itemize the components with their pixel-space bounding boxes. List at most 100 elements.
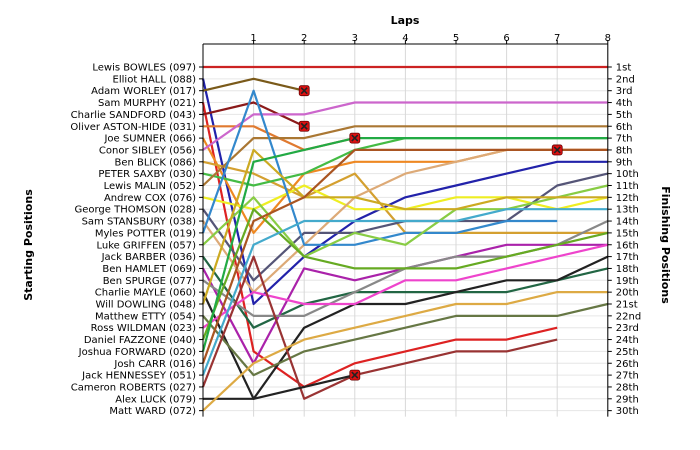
finishing-position-label: 30th [616, 406, 639, 417]
grid [203, 44, 609, 417]
starting-position-label: Lewis BOWLES (097) [92, 63, 196, 74]
starting-position-label: Ben SPURGE (077) [103, 276, 196, 287]
finishing-position-label: 13th [616, 205, 639, 216]
axes [199, 40, 612, 417]
retirement-markers [298, 85, 563, 381]
starting-position-label: Sam STANSBURY (038) [82, 217, 197, 228]
series-line-22 [202, 243, 609, 329]
starting-position-label: Daniel FAZZONE (040) [84, 335, 196, 346]
starting-position-label: Joe SUMNER (066) [103, 134, 196, 145]
starting-position-label: Sam MURPHY (021) [98, 98, 196, 109]
x-tick-label: 3 [352, 33, 358, 44]
starting-position-label: Jack HENNESSEY (051) [81, 371, 196, 382]
finishing-position-label: 3rd [616, 86, 633, 97]
x-tick-label: 8 [605, 33, 611, 44]
starting-position-label: Lewis MALIN (052) [104, 181, 197, 192]
finishing-position-label: 29th [616, 394, 639, 405]
starting-position-label: Matt WARD (072) [109, 406, 196, 417]
starting-position-label: Adam WORLEY (017) [91, 86, 196, 97]
finishing-position-label: 4th [616, 98, 633, 109]
finishing-position-label: 5th [616, 110, 633, 121]
finishing-position-label: 19th [616, 276, 639, 287]
starting-position-label: Ben BLICK (086) [114, 157, 196, 168]
finishing-position-label: 2nd [616, 74, 635, 85]
series-line-23 [201, 208, 609, 340]
retired-marker-icon [298, 120, 310, 132]
series-line-7 [202, 101, 608, 151]
finishing-position-label: 22nd [616, 311, 641, 322]
series-line-3 [201, 102, 558, 388]
x-tick-label: 5 [453, 33, 459, 44]
finishing-position-label: 18th [616, 264, 639, 275]
finishing-position-label: 28th [616, 382, 639, 393]
starting-position-label: Josh CARR (016) [113, 359, 196, 370]
retired-marker-icon [551, 144, 563, 156]
finishing-position-label: 15th [616, 228, 639, 239]
x-tick-label: 7 [554, 33, 560, 44]
starting-position-label: Charlie SANDFORD (043) [71, 110, 196, 121]
finishing-position-label: 17th [616, 252, 639, 263]
series-line-16 [202, 255, 609, 329]
starting-position-label: PETER SAXBY (030) [98, 169, 196, 180]
starting-position-label: Cameron ROBERTS (027) [71, 382, 196, 393]
finishing-position-label: 10th [616, 169, 639, 180]
finishing-position-label: 1st [616, 63, 632, 74]
finishing-position-label: 12th [616, 193, 639, 204]
starting-position-label: Conor SIBLEY (056) [99, 145, 196, 156]
finishing-position-label: 14th [616, 217, 639, 228]
finishing-position-label: 24th [616, 335, 639, 346]
series-line-19 [202, 255, 609, 400]
finishing-position-label: 21st [616, 300, 638, 311]
series-line-27 [201, 255, 558, 400]
finishing-position-label: 9th [616, 157, 633, 168]
series-line-4 [202, 101, 305, 128]
finishing-position-label: 16th [616, 240, 639, 251]
starting-position-label: Will DOWLING (048) [96, 300, 197, 311]
starting-position-label: Alex LUCK (079) [115, 394, 196, 405]
finishing-position-label: 6th [616, 122, 633, 133]
y-axis-title-right: Finishing Positions [659, 186, 672, 304]
series-line-26 [201, 208, 608, 376]
series-line-24 [201, 137, 608, 352]
starting-position-label: Andrew COX (076) [104, 193, 196, 204]
series-line-1 [201, 78, 608, 306]
finishing-position-label: 8th [616, 145, 633, 156]
finishing-position-label: 23rd [616, 323, 639, 334]
retired-marker-icon [298, 85, 310, 97]
series-line-29 [202, 291, 608, 412]
starting-position-label: Ross WILDMAN (023) [91, 323, 196, 334]
starting-position-label: Elliot HALL (088) [113, 74, 197, 85]
starting-position-label: Luke GRIFFEN (057) [96, 240, 196, 251]
x-axis-title: Laps [391, 14, 420, 27]
x-tick-label: 6 [503, 33, 509, 44]
starting-position-label: Jack BARBER (036) [101, 252, 196, 263]
series-line-28 [203, 374, 356, 400]
finishing-position-label: 11th [616, 181, 639, 192]
finishing-position-label: 25th [616, 347, 639, 358]
x-tick-label: 1 [250, 33, 256, 44]
labels: 1 2 3 4 5 6 7 8 Lewis BOWLES (097)Elliot HALL (0… [70, 33, 641, 417]
series-line-25 [201, 148, 608, 364]
series-line-2 [202, 77, 305, 92]
series-line-10 [202, 125, 608, 187]
series-line-13 [202, 148, 558, 294]
series-line-20 [201, 148, 608, 305]
x-tick-label: 4 [402, 33, 408, 44]
finishing-position-label: 20th [616, 288, 639, 299]
starting-position-label: Ben HAMLET (069) [102, 264, 196, 275]
finishing-position-label: 27th [616, 371, 639, 382]
starting-position-label: Myles POTTER (019) [95, 228, 196, 239]
finishing-position-label: 7th [616, 134, 633, 145]
series-line-15 [202, 184, 609, 258]
retired-marker-icon [349, 132, 361, 144]
retired-marker-icon [349, 369, 361, 381]
y-axis-title-left: Starting Positions [22, 189, 35, 301]
finishing-position-label: 26th [616, 359, 639, 370]
x-tick-label: 2 [301, 33, 307, 44]
starting-position-label: Charlie MAYLE (060) [95, 288, 196, 299]
starting-position-label: George THOMSON (028) [74, 205, 196, 216]
series-line-21 [202, 302, 609, 377]
starting-position-label: Joshua FORWARD (020) [78, 347, 196, 358]
starting-position-label: Matthew ETTY (054) [95, 311, 196, 322]
